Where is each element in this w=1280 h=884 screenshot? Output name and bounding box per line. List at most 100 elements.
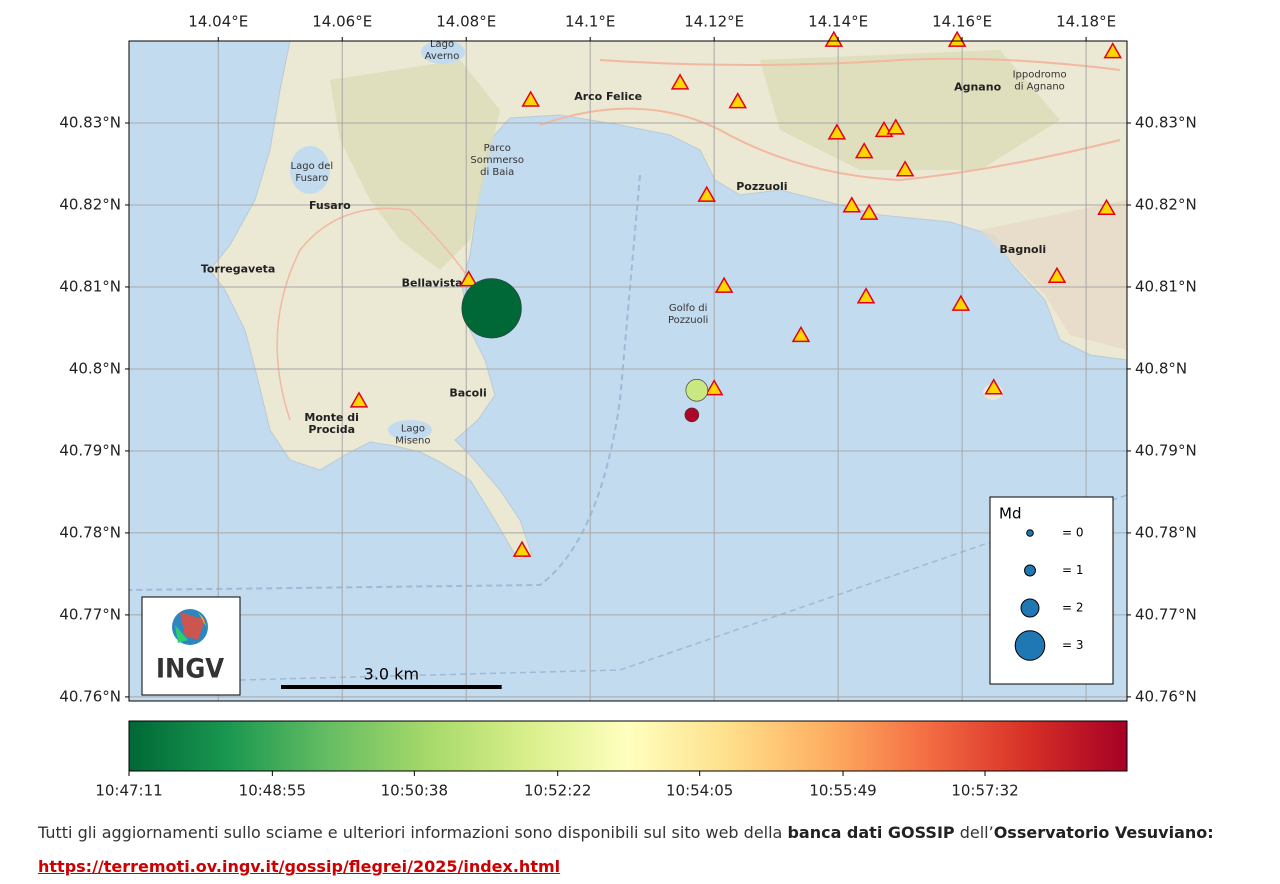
road <box>599 57 1121 71</box>
legend: Md = 0 = 1 = 2 = 3 <box>989 496 1114 685</box>
x-tick-label: 14.06°E <box>312 13 372 31</box>
place-label: Pozzuoli <box>736 180 787 193</box>
y-tick-label: 40.77°N <box>1135 605 1197 623</box>
y-tick-label: 40.8°N <box>1135 359 1187 377</box>
place-label: Ippodromo <box>1013 69 1067 80</box>
station <box>824 30 844 47</box>
station <box>512 540 532 557</box>
station <box>1097 198 1116 216</box>
logo-globe-part <box>180 612 205 640</box>
park-area <box>330 60 500 270</box>
colorbar-rect <box>128 720 1128 772</box>
y-tick-label: 40.8°N <box>69 359 121 377</box>
station <box>1103 42 1123 59</box>
lake <box>388 420 432 440</box>
earthquake <box>461 278 522 339</box>
link[interactable]: https://terremoti.ov.ingv.it/gossip/fleg… <box>38 857 561 876</box>
caption-bold: Osservatorio Vesuviano: <box>993 823 1214 842</box>
scale-bar-label: 3.0 km <box>364 665 419 684</box>
x-tick-label: 14.12°E <box>684 13 744 31</box>
earthquake <box>685 379 709 402</box>
y-tick-label: 40.78°N <box>59 523 121 541</box>
place-labels: Pozzuoli Bacoli Bellavista Fusaro Torregavet… <box>201 39 1067 447</box>
station <box>859 203 879 220</box>
colorbar-tick-label: 10:48:55 <box>239 782 306 800</box>
caption-bold: banca dati GOSSIP <box>787 823 955 842</box>
logo: INGV <box>141 596 241 696</box>
y-tick-label: 40.76°N <box>1135 687 1197 705</box>
park-area <box>760 50 1060 170</box>
station <box>1047 266 1067 284</box>
legend-label: = 2 <box>1062 601 1084 615</box>
place-label: Lago <box>401 424 425 435</box>
y-tick-label: 40.81°N <box>59 277 121 295</box>
place-label: Pozzuoli <box>668 315 708 326</box>
colorbar-tick-label: 10:47:11 <box>95 782 162 800</box>
place-label: Procida <box>308 423 355 436</box>
legend-box <box>989 496 1114 685</box>
grid <box>129 41 1127 701</box>
y-tick-label: 40.76°N <box>59 687 121 705</box>
place-label: Averno <box>425 51 460 62</box>
colorbar-tick-label: 10:57:32 <box>951 782 1018 800</box>
place-label: Sommerso <box>470 155 524 166</box>
station <box>349 391 369 408</box>
earthquake <box>684 407 700 423</box>
legend-marker <box>1014 630 1046 661</box>
place-label: Fusaro <box>295 173 328 184</box>
caption: Tutti gli aggiornamenti sullo sciame e u… <box>38 816 1218 884</box>
events <box>461 278 709 423</box>
lake <box>421 41 465 64</box>
scale-bar: 3.0 km <box>281 665 502 689</box>
station <box>947 30 967 47</box>
y-tick-label: 40.78°N <box>1135 523 1197 541</box>
x-tick-label: 14.18°E <box>1056 13 1116 31</box>
station <box>951 294 971 311</box>
station <box>728 92 748 109</box>
station <box>984 378 1004 395</box>
legend-label: = 3 <box>1062 638 1084 652</box>
road <box>539 107 1121 182</box>
legend-marker <box>1024 564 1036 577</box>
place-label: Bagnoli <box>1000 243 1047 256</box>
place-label: Arco Felice <box>574 90 642 103</box>
station <box>827 123 847 140</box>
colorbar-tick-label: 10:55:49 <box>809 782 876 800</box>
colorbar-tick-label: 10:52:22 <box>524 782 591 800</box>
legend-marker <box>1026 529 1034 537</box>
map-frame <box>128 40 1128 702</box>
x-tick-label: 14.1°E <box>565 13 615 31</box>
station <box>704 379 724 396</box>
station <box>856 287 876 304</box>
place-label: Lago del <box>291 161 334 172</box>
place-label: Bacoli <box>449 387 486 400</box>
legend-label: = 1 <box>1062 563 1084 577</box>
colorbar: 10:47:11 10:48:55 10:50:38 10:52:22 10:54:05… <box>95 720 1128 800</box>
legend-title: Md <box>999 505 1021 523</box>
x-tick-label: 14.04°E <box>188 13 248 31</box>
station <box>791 325 811 343</box>
station <box>459 270 478 287</box>
y-tick-label: 40.83°N <box>1135 113 1197 131</box>
place-label: Fusaro <box>309 199 351 212</box>
y-tick-label: 40.81°N <box>1135 277 1197 295</box>
place-label: Lago <box>430 39 454 50</box>
place-label: Parco <box>484 143 511 154</box>
station <box>895 160 915 177</box>
y-tick-label: 40.77°N <box>59 605 121 623</box>
y-tick-label: 40.82°N <box>59 195 121 213</box>
station <box>886 118 906 135</box>
place-label: Golfo di <box>669 303 708 314</box>
y-tick-label: 40.83°N <box>59 113 121 131</box>
caption-text: Tutti gli aggiornamenti sullo sciame e u… <box>38 823 788 842</box>
station <box>521 90 540 107</box>
stations <box>349 30 1123 557</box>
place-label: Bellavista <box>402 277 463 290</box>
ferry-route <box>239 494 1127 681</box>
legend-marker <box>1020 598 1040 618</box>
lake <box>290 146 330 194</box>
logo-text: INGV <box>156 654 224 685</box>
station <box>842 196 862 213</box>
station <box>697 185 717 202</box>
